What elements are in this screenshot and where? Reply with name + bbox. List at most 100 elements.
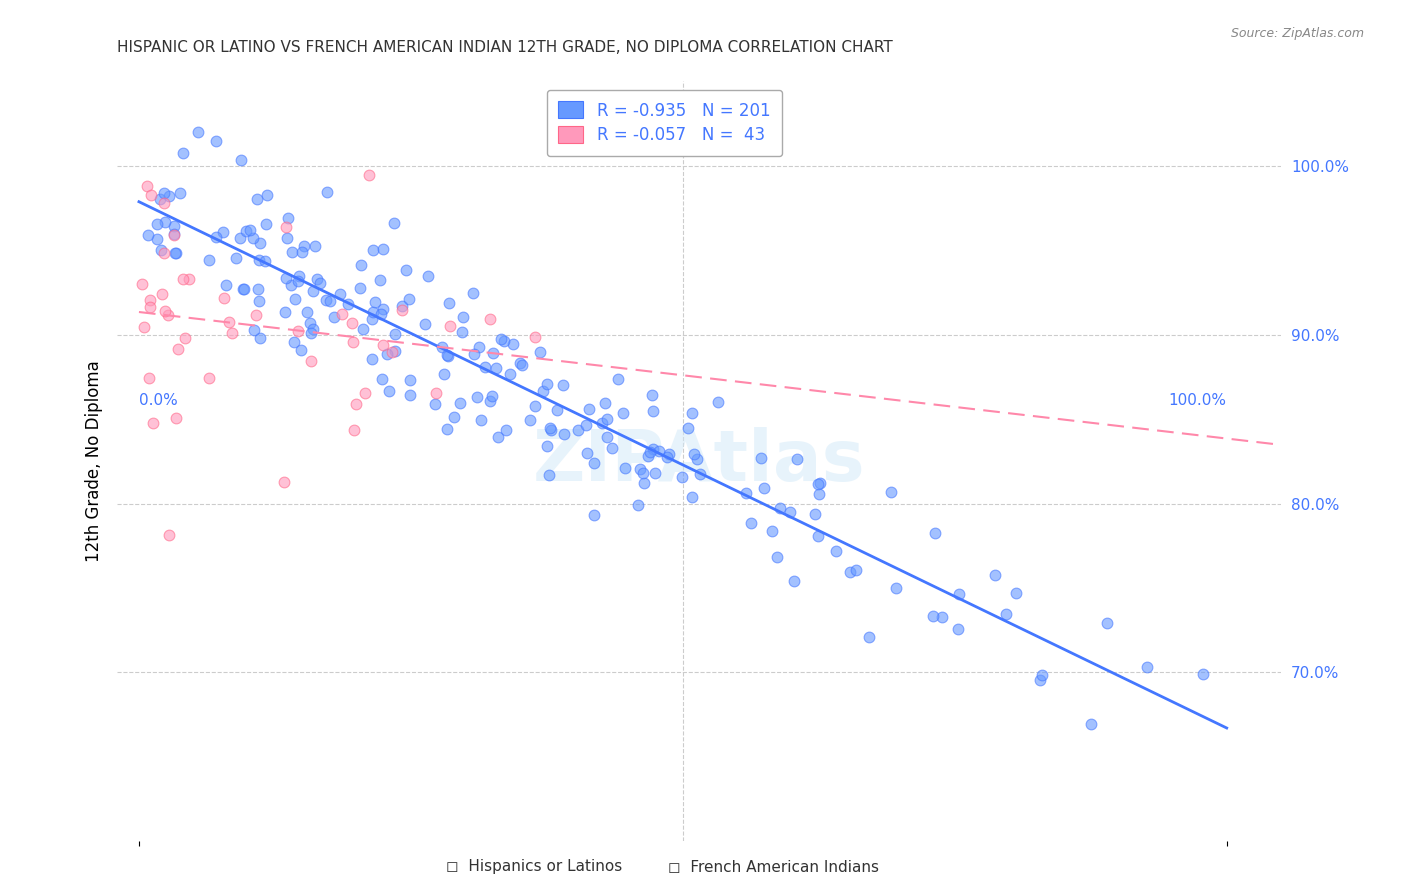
Point xyxy=(531,384,554,398)
Point xyxy=(187,125,209,139)
Point xyxy=(494,334,516,348)
Point xyxy=(157,188,180,202)
Point xyxy=(276,231,298,245)
Point xyxy=(399,388,422,402)
Point xyxy=(537,468,560,483)
Point xyxy=(761,524,783,538)
Point xyxy=(370,308,392,322)
Point xyxy=(157,308,180,322)
Point xyxy=(931,610,953,624)
Point xyxy=(381,345,404,359)
Point xyxy=(686,452,709,467)
Point xyxy=(150,286,173,301)
Point xyxy=(612,406,634,420)
Point xyxy=(131,277,153,291)
Point xyxy=(153,215,176,229)
Point xyxy=(439,318,461,333)
Point xyxy=(1028,673,1050,688)
Legend: R = -0.935   N = 201, R = -0.057   N =  43: R = -0.935 N = 201, R = -0.057 N = 43 xyxy=(547,90,782,156)
Point xyxy=(384,344,406,359)
Point xyxy=(299,326,322,341)
Point xyxy=(546,403,568,417)
Point xyxy=(361,305,384,319)
Point xyxy=(174,331,197,345)
Point xyxy=(766,550,789,565)
Point xyxy=(437,296,460,310)
Point xyxy=(288,268,311,283)
Point xyxy=(163,219,186,234)
Point xyxy=(307,272,329,286)
Point xyxy=(678,421,700,435)
Point xyxy=(430,340,453,354)
Point xyxy=(614,461,637,475)
Point xyxy=(643,442,665,457)
Point xyxy=(786,452,808,467)
Point xyxy=(467,391,489,405)
Point xyxy=(633,475,655,490)
Point xyxy=(443,409,465,424)
Point xyxy=(273,475,295,489)
Point xyxy=(205,229,228,244)
Text: Source: ZipAtlas.com: Source: ZipAtlas.com xyxy=(1230,27,1364,40)
Point xyxy=(146,232,169,246)
Point xyxy=(361,244,384,258)
Point xyxy=(449,396,471,410)
Text: ◻  French American Indians: ◻ French American Indians xyxy=(668,859,879,874)
Point xyxy=(375,347,398,361)
Point xyxy=(578,401,600,416)
Point xyxy=(451,310,474,325)
Point xyxy=(281,245,304,260)
Point xyxy=(274,305,297,319)
Point xyxy=(671,470,693,484)
Point xyxy=(946,622,969,636)
Point xyxy=(399,373,422,387)
Point xyxy=(451,325,474,339)
Point xyxy=(382,216,405,230)
Point xyxy=(600,441,623,455)
Point xyxy=(1097,616,1119,631)
Point xyxy=(165,245,187,260)
Point xyxy=(495,423,517,437)
Point xyxy=(215,277,238,292)
Point xyxy=(1080,717,1102,731)
Point xyxy=(540,424,562,438)
Point xyxy=(146,218,169,232)
Point xyxy=(1031,668,1053,682)
Point xyxy=(165,411,187,425)
Point xyxy=(249,331,271,345)
Point xyxy=(436,348,458,362)
Point xyxy=(591,416,613,430)
Point xyxy=(481,389,503,403)
Point xyxy=(461,285,484,300)
Point xyxy=(398,292,420,306)
Point xyxy=(139,293,162,307)
Point xyxy=(637,449,659,463)
Point xyxy=(806,477,828,491)
Point xyxy=(536,438,558,452)
Point xyxy=(633,467,655,481)
Point xyxy=(529,345,551,359)
Point xyxy=(254,253,277,268)
Point xyxy=(287,324,309,338)
Point xyxy=(523,330,546,344)
Point xyxy=(749,450,772,465)
Point xyxy=(254,217,277,231)
Point xyxy=(491,332,513,346)
Point xyxy=(361,312,384,326)
Point xyxy=(239,223,262,237)
Point xyxy=(204,134,226,148)
Point xyxy=(295,305,318,319)
Text: HISPANIC OR LATINO VS FRENCH AMERICAN INDIAN 12TH GRADE, NO DIPLOMA CORRELATION : HISPANIC OR LATINO VS FRENCH AMERICAN IN… xyxy=(117,40,893,55)
Point xyxy=(391,302,413,317)
Point xyxy=(808,475,831,490)
Point xyxy=(329,286,352,301)
Point xyxy=(350,258,373,272)
Point xyxy=(607,372,630,386)
Point xyxy=(229,153,252,167)
Point xyxy=(984,568,1007,582)
Point xyxy=(149,192,172,206)
Point xyxy=(242,231,264,245)
Point xyxy=(479,312,502,326)
Point xyxy=(839,565,862,579)
Point xyxy=(150,243,173,257)
